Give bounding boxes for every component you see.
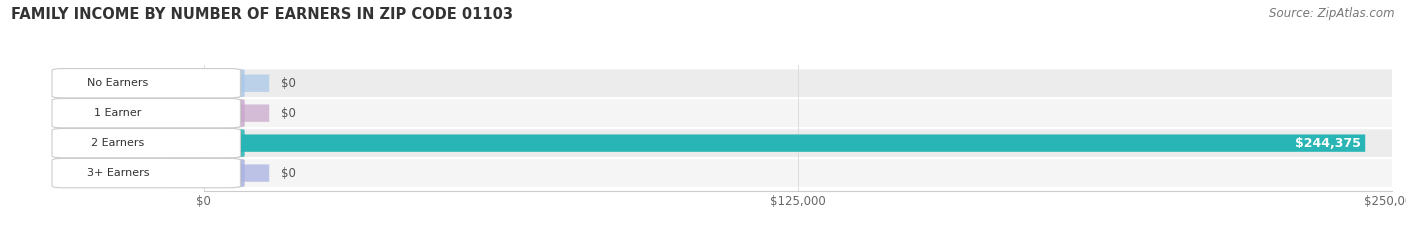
- FancyBboxPatch shape: [204, 159, 1392, 187]
- FancyBboxPatch shape: [204, 69, 1392, 97]
- Text: $0: $0: [281, 107, 297, 120]
- Text: $0: $0: [281, 77, 297, 90]
- FancyBboxPatch shape: [204, 99, 1392, 127]
- Text: No Earners: No Earners: [87, 78, 149, 88]
- Text: Source: ZipAtlas.com: Source: ZipAtlas.com: [1270, 7, 1395, 20]
- FancyBboxPatch shape: [204, 104, 269, 122]
- Text: 1 Earner: 1 Earner: [94, 108, 142, 118]
- Text: 2 Earners: 2 Earners: [91, 138, 145, 148]
- Text: $0: $0: [281, 167, 297, 180]
- Text: FAMILY INCOME BY NUMBER OF EARNERS IN ZIP CODE 01103: FAMILY INCOME BY NUMBER OF EARNERS IN ZI…: [11, 7, 513, 22]
- Text: 3+ Earners: 3+ Earners: [87, 168, 149, 178]
- Text: $244,375: $244,375: [1295, 137, 1361, 150]
- FancyBboxPatch shape: [204, 134, 1365, 152]
- FancyBboxPatch shape: [204, 164, 269, 182]
- FancyBboxPatch shape: [204, 129, 1392, 157]
- FancyBboxPatch shape: [204, 75, 269, 92]
